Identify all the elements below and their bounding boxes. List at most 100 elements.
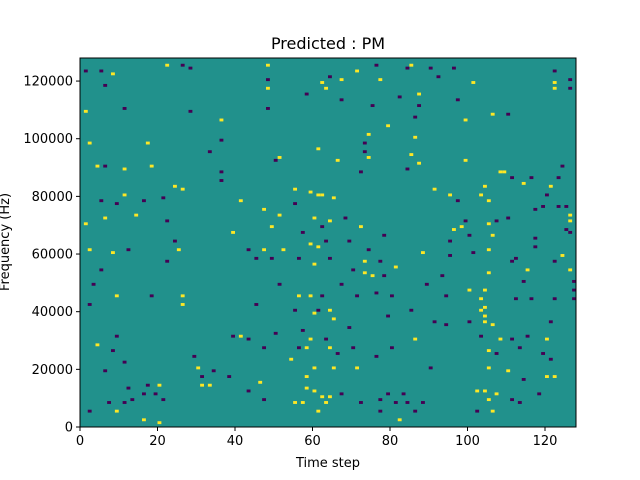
heatmap-cell — [382, 274, 387, 278]
heatmap-cell — [448, 193, 453, 197]
heatmap-cell — [471, 251, 476, 255]
heatmap-cell — [328, 395, 332, 399]
heatmap-cell — [486, 248, 491, 252]
heatmap-cell — [560, 254, 565, 257]
heatmap-cell — [277, 156, 282, 159]
heatmap-cell — [297, 346, 301, 350]
heatmap-cell — [355, 294, 360, 298]
heatmap-cell — [231, 230, 236, 234]
heatmap-cell — [312, 389, 317, 393]
heatmap-cell — [293, 308, 298, 312]
heatmap-cell — [568, 230, 573, 234]
heatmap-cell — [83, 69, 88, 73]
y-axis: 0 20000 40000 60000 80000 100000 120000 — [23, 75, 80, 436]
heatmap-cell — [339, 392, 344, 396]
heatmap-cell — [494, 219, 499, 223]
heatmap-cell — [490, 409, 495, 413]
heatmap-cell — [521, 279, 526, 283]
heatmap-cell — [153, 392, 158, 396]
heatmap-cell — [448, 239, 453, 243]
heatmap-cell — [421, 251, 425, 255]
heatmap-cell — [293, 187, 298, 191]
heatmap-cell — [428, 66, 433, 70]
plot-area — [79, 57, 577, 428]
heatmap-cell — [552, 375, 557, 378]
heatmap-cell — [87, 303, 92, 306]
heatmap-cell — [246, 337, 251, 341]
heatmap-cell — [111, 349, 115, 353]
heatmap-cell — [231, 334, 236, 338]
heatmap-cell — [568, 78, 573, 82]
heatmap-cell — [483, 314, 487, 318]
heatmap-cell — [413, 409, 418, 413]
heatmap-cell — [308, 242, 313, 246]
heatmap-cell — [471, 81, 476, 84]
heatmap-cell — [351, 268, 356, 272]
heatmap-cell — [564, 205, 569, 208]
heatmap-cell — [479, 193, 484, 197]
heatmap-cell — [378, 398, 383, 402]
heatmap-cell — [328, 256, 332, 260]
heatmap-cell — [529, 176, 534, 180]
heatmap-cell — [572, 279, 577, 283]
heatmap-cell — [351, 346, 356, 350]
heatmap-cell — [486, 271, 491, 275]
heatmap-cell — [486, 349, 491, 353]
y-tick-label: 120000 — [23, 75, 73, 90]
heatmap-cell — [266, 107, 270, 110]
heatmap-cell — [517, 401, 522, 404]
heatmap-cell — [405, 401, 410, 404]
heatmap-cell — [517, 346, 522, 350]
heatmap-cell — [556, 176, 561, 180]
heatmap-cell — [149, 294, 154, 298]
heatmap-cell — [467, 288, 472, 292]
heatmap-cell — [262, 248, 267, 252]
heatmap-cell — [266, 78, 270, 82]
heatmap-cell — [467, 233, 472, 237]
heatmap-cell — [114, 202, 119, 206]
heatmap-cell — [277, 282, 282, 286]
heatmap-cell — [405, 66, 410, 70]
heatmap-cell — [308, 294, 313, 298]
heatmap-cell — [277, 213, 282, 217]
heatmap-cell — [448, 254, 453, 257]
heatmap-cell — [525, 268, 530, 272]
heatmap-cell — [219, 118, 224, 122]
heatmap-cell — [533, 207, 538, 211]
heatmap-cell — [463, 118, 468, 122]
heatmap-cell — [304, 346, 309, 350]
heatmap-cell — [541, 352, 546, 355]
heatmap-cell — [417, 92, 422, 96]
heatmap-cell — [533, 245, 538, 249]
heatmap-cell — [548, 184, 553, 188]
heatmap-cell — [506, 112, 511, 116]
heatmap-cell — [320, 294, 325, 298]
heatmap-cell — [269, 256, 274, 260]
heatmap-cell — [320, 395, 325, 399]
heatmap-cell — [545, 337, 549, 341]
heatmap-cell — [328, 75, 332, 79]
heatmap-cell — [552, 259, 557, 263]
heatmap-cell — [413, 337, 418, 341]
heatmap-cell — [180, 63, 185, 67]
heatmap-cell — [281, 248, 286, 252]
heatmap-cell — [486, 199, 491, 203]
heatmap-cell — [417, 161, 422, 165]
heatmap-cell — [165, 63, 170, 67]
heatmap-cell — [312, 366, 317, 370]
heatmap-cell — [142, 199, 146, 203]
heatmap-cell — [568, 219, 573, 223]
heatmap-cell — [324, 337, 329, 341]
heatmap-cell — [103, 164, 108, 168]
y-tick-label: 80000 — [32, 190, 73, 205]
heatmap-cell — [548, 320, 553, 324]
heatmap-cell — [359, 225, 363, 229]
heatmap-cell — [87, 248, 92, 252]
heatmap-cell — [335, 352, 340, 355]
heatmap-cell — [254, 303, 259, 306]
heatmap-cell — [502, 170, 507, 174]
heatmap-cell — [467, 320, 472, 324]
heatmap-cell — [572, 288, 577, 292]
heatmap-cell — [316, 193, 321, 197]
heatmap-cell — [173, 239, 177, 243]
